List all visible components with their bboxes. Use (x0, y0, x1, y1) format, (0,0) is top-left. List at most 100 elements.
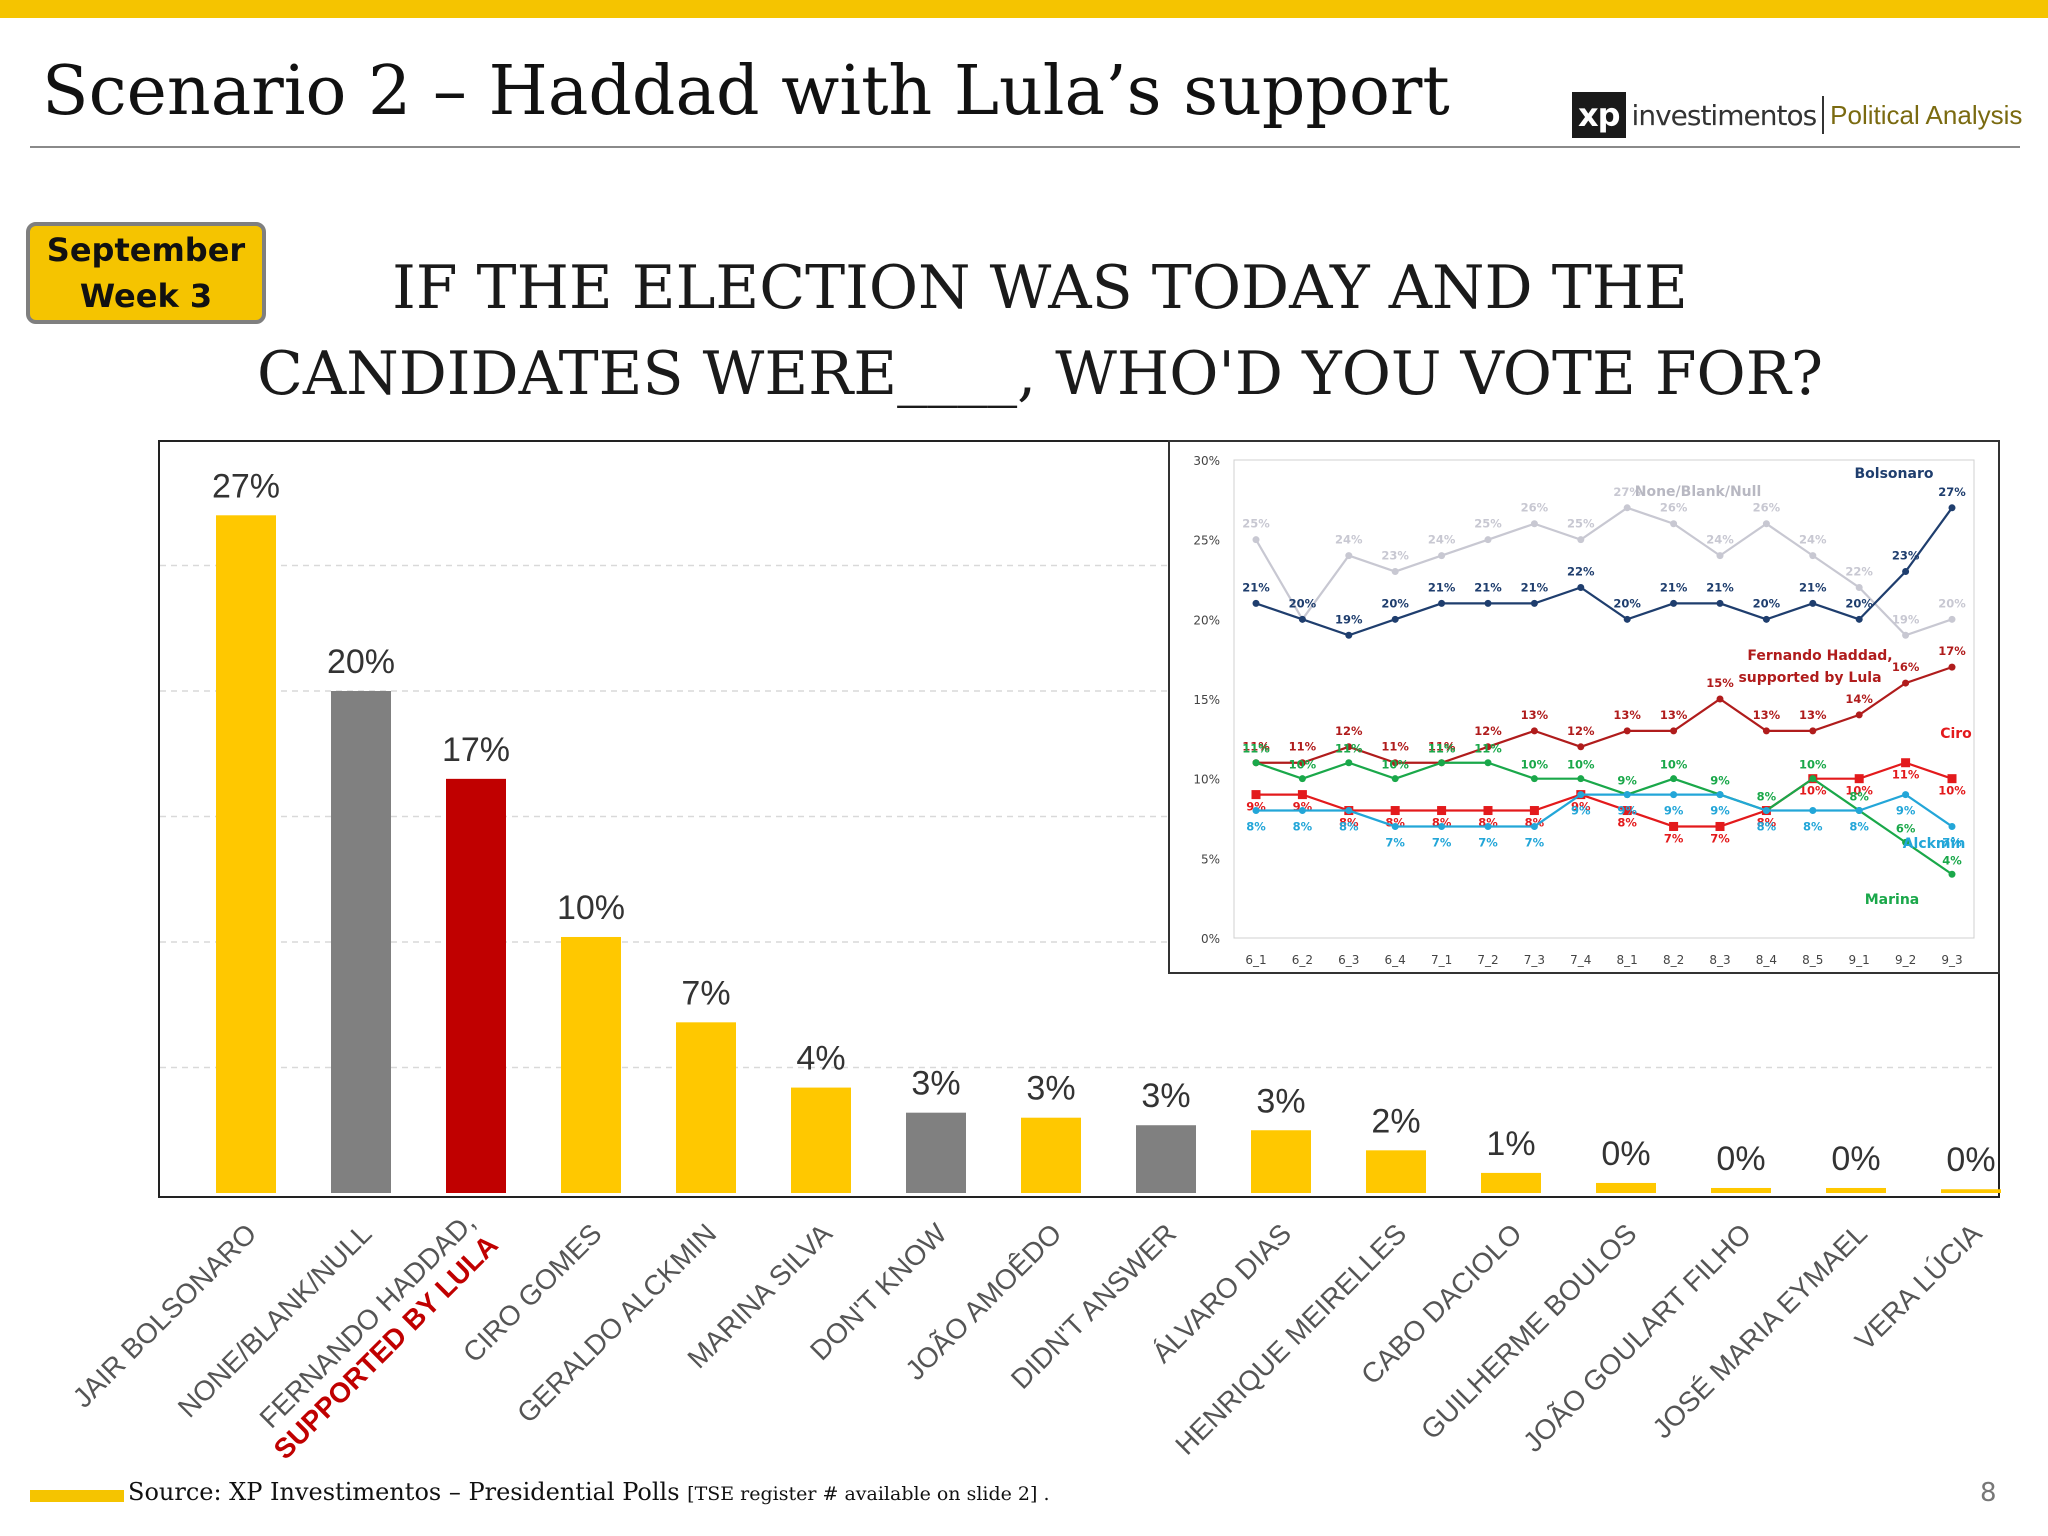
category-label: HENRIQUE MEIRELLES (1169, 1218, 1413, 1462)
inset-y-tick: 20% (1193, 613, 1220, 627)
series-point (1438, 759, 1446, 767)
series-point (1438, 822, 1446, 830)
category-label: DON'T KNOW (804, 1218, 953, 1367)
series-point-label: 9% (1710, 804, 1730, 818)
series-line (1255, 761, 1953, 876)
category-label: FERNANDO HADDAD, SUPPORTED BY LULA (245, 1206, 504, 1465)
series-point-label: 23% (1381, 549, 1409, 563)
series-point-label: 7% (1942, 835, 1962, 849)
series-point (1530, 775, 1538, 783)
series-point-label: 27% (1613, 485, 1641, 499)
series-point (1345, 631, 1353, 639)
series-point (1948, 870, 1956, 878)
category-label: MARINA SILVA (681, 1218, 838, 1375)
inset-plot-area (1233, 459, 1975, 939)
category-label: JOSÉ MARIA EYMAEL (1646, 1218, 1873, 1445)
series-point (1901, 758, 1911, 768)
series-name-label: Fernando Haddad, (1747, 648, 1892, 664)
series-point (1855, 711, 1863, 719)
series-point-label: 10% (1799, 784, 1827, 798)
category-label-line: NONE/BLANK/NULL (171, 1217, 378, 1424)
series-line (1256, 666, 1953, 764)
series-point-label: 8% (1246, 820, 1266, 834)
series-point-label: 23% (1892, 549, 1920, 563)
series-point (1902, 679, 1910, 687)
series-point (1670, 599, 1678, 607)
footer-accent-bar (30, 1490, 124, 1502)
series-point (1947, 774, 1957, 784)
series-point (1391, 568, 1399, 576)
series-point (1809, 599, 1817, 607)
series-point (1345, 759, 1353, 767)
series-point-label: 8% (1293, 820, 1313, 834)
series-point-label: 8% (1757, 816, 1777, 830)
series-point-label: 8% (1339, 816, 1359, 830)
series-point-label: 8% (1339, 820, 1359, 834)
series-point (1438, 552, 1446, 560)
series-point (1530, 599, 1538, 607)
series-point (1298, 615, 1306, 623)
inset-x-tick: 8_4 (1756, 953, 1777, 967)
category-label-line: CABO DACIOLO (1355, 1217, 1528, 1391)
series-point (1297, 790, 1307, 800)
series-point-label: 8% (1849, 790, 1869, 804)
category-label-line: DIDN'T ANSWER (1004, 1217, 1183, 1395)
series-point-label: 20% (1753, 596, 1781, 610)
trend-line-chart: 0% 5% 10% 15% 20% 25% 30% 6_1 6_2 6_3 6_4 7_1 7_2 7_3… (1193, 454, 1975, 967)
series-point-label: 9% (1571, 804, 1591, 818)
series-point-label: 16% (1892, 660, 1920, 674)
series-point-label: 7% (1385, 835, 1405, 849)
series-point-label: 21% (1242, 580, 1270, 594)
series-point (1670, 520, 1678, 528)
series-point (1670, 727, 1678, 735)
series-point-label: 19% (1892, 612, 1920, 626)
poll-question: IF THE ELECTION WAS TODAY AND THE CANDID… (200, 245, 1880, 417)
series-point (1902, 791, 1910, 799)
series-point-label: 20% (1845, 596, 1873, 610)
inset-y-tick: 5% (1201, 852, 1220, 866)
series-point (1762, 727, 1770, 735)
series-point (1484, 822, 1492, 830)
trend-chart-inset: 0% 5% 10% 15% 20% 25% 30% 6_1 6_2 6_3 6_4 7_1 7_2 7_3… (1168, 440, 2000, 974)
series-point-label: 10% (1289, 758, 1317, 772)
source-register-note: [TSE register # available on slide 2] . (687, 1483, 1050, 1505)
category-label-line: SUPPORTED BY LULA (267, 1229, 504, 1466)
series-point-label: 10% (1799, 758, 1827, 772)
series-point (1577, 743, 1585, 751)
series-point (1902, 568, 1910, 576)
inset-x-tick: 7_4 (1570, 953, 1591, 967)
series-point (1762, 520, 1770, 528)
series-point (1948, 663, 1956, 671)
series-point-label: 11% (1335, 742, 1363, 756)
series-name-label: Ciro (1940, 726, 1972, 742)
series-point-label: 12% (1335, 724, 1363, 738)
inset-x-tick: 6_1 (1245, 953, 1266, 967)
series-point-label: 9% (1664, 804, 1684, 818)
series-point-label: 9% (1617, 774, 1637, 788)
inset-x-tick: 9_1 (1849, 953, 1870, 967)
inset-x-tick: 7_2 (1477, 953, 1498, 967)
series-point-label: 11% (1289, 740, 1317, 754)
series-point (1715, 821, 1725, 831)
series-point-label: 13% (1753, 708, 1781, 722)
series-point-label: 25% (1474, 517, 1502, 531)
series-point (1623, 504, 1631, 512)
series-point-label: 10% (1521, 758, 1549, 772)
series-point-label: 12% (1567, 724, 1595, 738)
category-label-line: ÁLVARO DIAS (1146, 1217, 1298, 1369)
category-label-line: HENRIQUE MEIRELLES (1169, 1217, 1413, 1461)
series-point-label: 8% (1757, 790, 1777, 804)
inset-y-tick: 15% (1193, 693, 1220, 707)
inset-x-tick: 7_1 (1431, 953, 1452, 967)
series-point-label: 10% (1660, 758, 1688, 772)
series-point (1530, 520, 1538, 528)
series-line (1255, 506, 1953, 637)
logo-separator (1822, 96, 1825, 134)
series-point-label: 11% (1381, 740, 1409, 754)
series-point-label: 7% (1664, 831, 1684, 845)
series-point-label: 17% (1938, 644, 1966, 658)
series-point-label: 7% (1525, 835, 1545, 849)
series-point-label: 25% (1567, 517, 1595, 531)
logo-name: investimentos (1631, 98, 1818, 132)
series-point (1345, 552, 1353, 560)
